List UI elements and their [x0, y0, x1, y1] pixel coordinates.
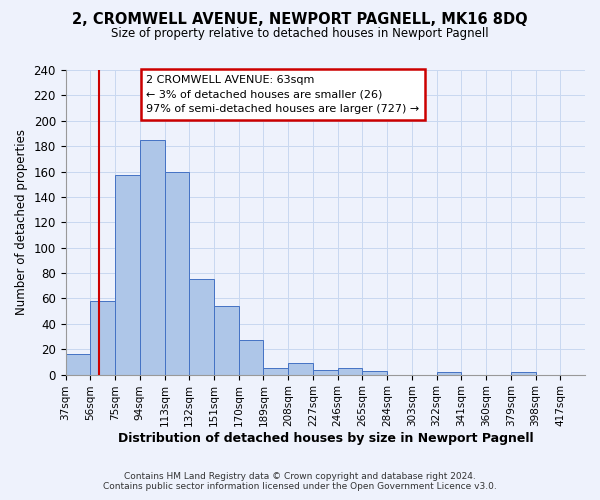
Bar: [239, 340, 263, 374]
Bar: [65, 354, 91, 374]
Bar: [91, 301, 115, 374]
Text: 2, CROMWELL AVENUE, NEWPORT PAGNELL, MK16 8DQ: 2, CROMWELL AVENUE, NEWPORT PAGNELL, MK1…: [72, 12, 528, 28]
Bar: [263, 368, 288, 374]
Bar: [140, 140, 164, 374]
Bar: [214, 306, 239, 374]
Bar: [437, 372, 461, 374]
Text: Size of property relative to detached houses in Newport Pagnell: Size of property relative to detached ho…: [111, 28, 489, 40]
Bar: [511, 372, 536, 374]
Bar: [164, 172, 190, 374]
Text: 2 CROMWELL AVENUE: 63sqm
← 3% of detached houses are smaller (26)
97% of semi-de: 2 CROMWELL AVENUE: 63sqm ← 3% of detache…: [146, 74, 419, 114]
Bar: [313, 370, 338, 374]
Bar: [288, 363, 313, 374]
Bar: [362, 371, 387, 374]
Bar: [190, 280, 214, 374]
X-axis label: Distribution of detached houses by size in Newport Pagnell: Distribution of detached houses by size …: [118, 432, 533, 445]
Text: Contains public sector information licensed under the Open Government Licence v3: Contains public sector information licen…: [103, 482, 497, 491]
Y-axis label: Number of detached properties: Number of detached properties: [15, 130, 28, 316]
Bar: [338, 368, 362, 374]
Text: Contains HM Land Registry data © Crown copyright and database right 2024.: Contains HM Land Registry data © Crown c…: [124, 472, 476, 481]
Bar: [115, 176, 140, 374]
